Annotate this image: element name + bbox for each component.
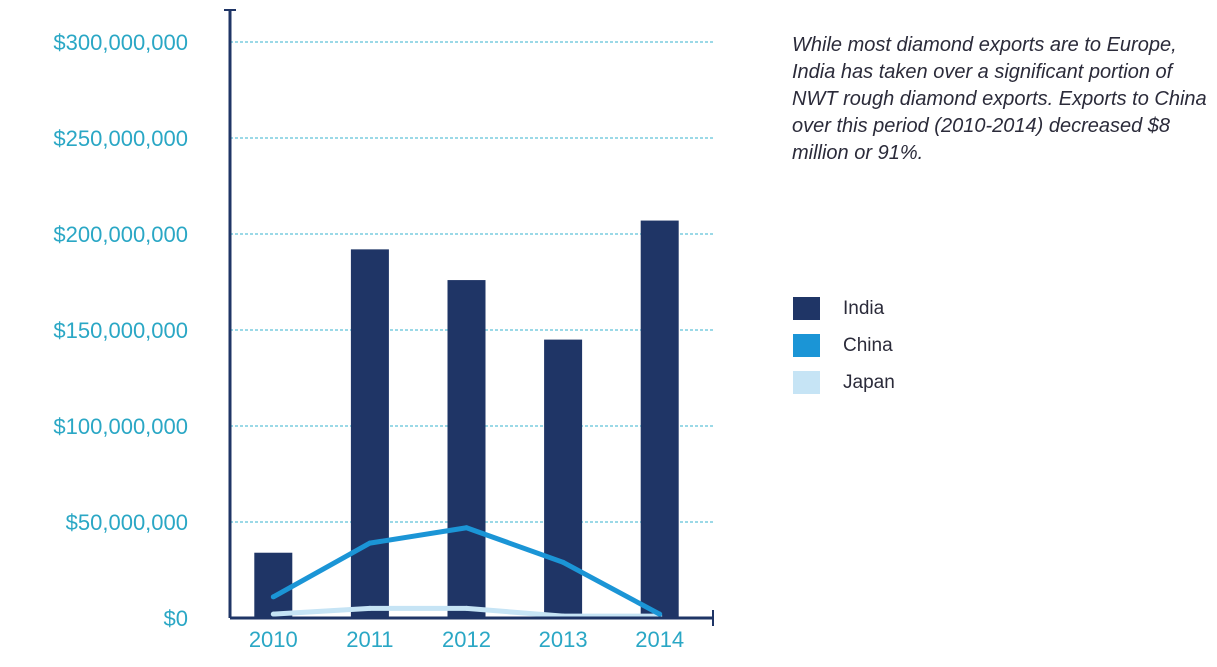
x-tick-label-2014: 2014 [635,627,684,652]
point-china-2013 [560,559,566,565]
legend-swatch-china [793,334,820,357]
legend-label-india: India [843,297,885,319]
x-tick-label-2013: 2013 [539,627,588,652]
point-japan-2012 [464,605,469,611]
bar-india-2010 [254,552,293,618]
y-tick-label-1: $50,000,000 [66,510,188,535]
bar-india-2013 [544,339,583,618]
point-china-2014 [657,611,663,617]
legend-swatch-japan [793,371,820,394]
y-tick-label-5: $250,000,000 [53,126,188,151]
point-china-2010 [270,594,276,600]
legend: India China Japan [793,290,895,401]
bar-india-2012 [447,280,486,618]
legend-label-japan: Japan [843,371,895,393]
y-tick-label-2: $100,000,000 [53,414,188,439]
legend-swatch-india [793,297,820,320]
x-tick-label-2011: 2011 [346,627,393,652]
legend-label-china: China [843,334,893,356]
y-tick-label-6: $300,000,000 [53,30,188,55]
legend-item-india: India [793,290,895,327]
legend-item-japan: Japan [793,364,895,401]
chart-annotation: While most diamond exports are to Europe… [792,34,1207,164]
point-japan-2011 [367,605,373,611]
point-china-2011 [367,540,373,546]
y-tick-label-0: $0 [164,606,188,631]
x-tick-label-2012: 2012 [442,627,491,652]
exports-chart: $0 $50,000,000 $100,000,000 $150,000,000 $20… [53,9,714,652]
point-japan-2010 [270,611,276,617]
y-tick-label-3: $150,000,000 [53,318,188,343]
point-china-2012 [464,525,469,531]
bar-india-2011 [350,249,389,619]
x-tick-label-2010: 2010 [249,627,298,652]
legend-item-china: China [793,327,895,364]
y-tick-label-4: $200,000,000 [53,222,188,247]
bar-india-2014 [640,220,679,618]
